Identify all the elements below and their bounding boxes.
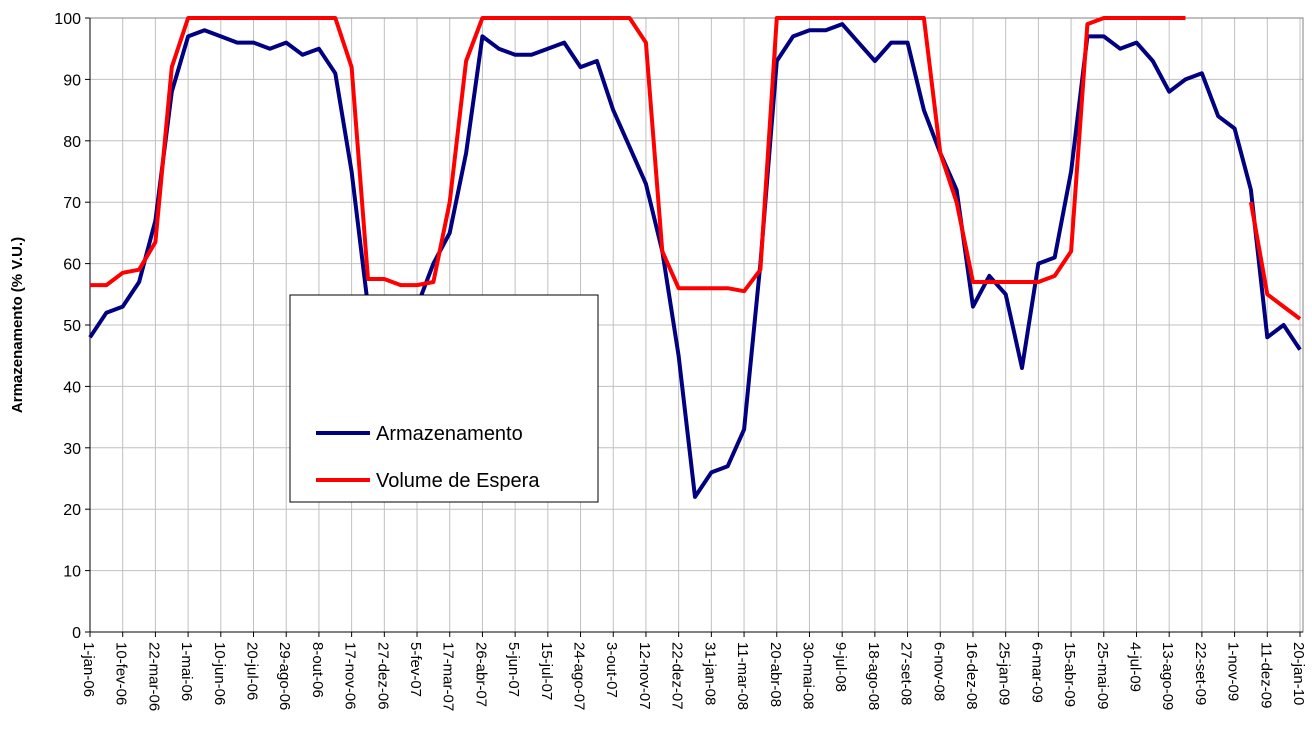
y-axis-label: Armazenamento (% V.U.) xyxy=(9,237,26,413)
y-tick-label: 100 xyxy=(54,11,81,28)
x-tick-label: 3-out-07 xyxy=(603,642,620,698)
y-tick-label: 40 xyxy=(63,379,81,396)
y-tick-label: 0 xyxy=(72,625,81,642)
x-tick-label: 1-jan-06 xyxy=(80,642,97,697)
x-tick-label: 20-jan-10 xyxy=(1290,642,1307,705)
x-tick-label: 22-set-09 xyxy=(1192,642,1209,705)
x-tick-label: 11-mar-08 xyxy=(734,642,751,710)
x-tick-label: 18-ago-08 xyxy=(865,642,882,710)
y-tick-label: 70 xyxy=(63,195,81,212)
x-tick-label: 13-ago-09 xyxy=(1159,642,1176,710)
y-tick-label: 10 xyxy=(63,564,81,581)
x-tick-label: 20-jul-06 xyxy=(244,642,261,700)
legend-label: Armazenamento xyxy=(376,423,523,445)
x-tick-label: 24-ago-07 xyxy=(571,642,588,710)
x-tick-label: 8-out-06 xyxy=(309,642,326,698)
x-tick-label: 12-nov-07 xyxy=(636,642,653,710)
x-tick-label: 10-jun-06 xyxy=(211,642,228,705)
x-tick-label: 6-mar-09 xyxy=(1028,642,1045,703)
x-tick-label: 15-abr-09 xyxy=(1061,642,1078,707)
y-tick-label: 80 xyxy=(63,134,81,151)
x-tick-label: 31-jan-08 xyxy=(701,642,718,705)
x-tick-label: 27-set-08 xyxy=(898,642,915,705)
x-tick-label: 11-dez-09 xyxy=(1257,642,1274,708)
x-tick-label: 15-jul-07 xyxy=(538,642,555,700)
x-tick-label: 1-nov-09 xyxy=(1225,642,1242,701)
x-tick-label: 25-jan-09 xyxy=(996,642,1013,705)
y-tick-label: 30 xyxy=(63,441,81,458)
x-tick-label: 29-ago-06 xyxy=(276,642,293,710)
x-tick-label: 20-abr-08 xyxy=(767,642,784,707)
x-tick-label: 22-mar-06 xyxy=(145,642,162,711)
series-line xyxy=(90,16,1302,321)
y-tick-label: 90 xyxy=(63,72,81,89)
x-tick-label: 16-dez-08 xyxy=(963,642,980,710)
x-tick-label: 6-nov-08 xyxy=(930,642,947,701)
x-tick-label: 10-fev-06 xyxy=(113,642,130,705)
y-tick-label: 60 xyxy=(63,257,81,274)
x-tick-label: 27-dez-06 xyxy=(374,642,391,710)
y-tick-label: 50 xyxy=(63,318,81,335)
x-tick-label: 5-jun-07 xyxy=(505,642,522,697)
legend-label: Volume de Espera xyxy=(376,470,540,492)
x-tick-label: 25-mai-09 xyxy=(1094,642,1111,710)
legend-box xyxy=(289,294,599,503)
x-tick-label: 17-mar-07 xyxy=(440,642,457,711)
x-tick-label: 1-mai-06 xyxy=(178,642,195,701)
x-tick-label: 22-dez-07 xyxy=(669,642,686,710)
x-tick-label: 4-jul-09 xyxy=(1126,642,1143,692)
x-tick-label: 17-nov-06 xyxy=(342,642,359,710)
y-tick-label: 20 xyxy=(63,502,81,519)
x-tick-label: 26-abr-07 xyxy=(472,642,489,707)
x-tick-label: 30-mai-08 xyxy=(799,642,816,710)
series-line xyxy=(88,22,1302,499)
x-tick-label: 9-jul-08 xyxy=(832,642,849,692)
x-tick-label: 5-fev-07 xyxy=(407,642,424,697)
